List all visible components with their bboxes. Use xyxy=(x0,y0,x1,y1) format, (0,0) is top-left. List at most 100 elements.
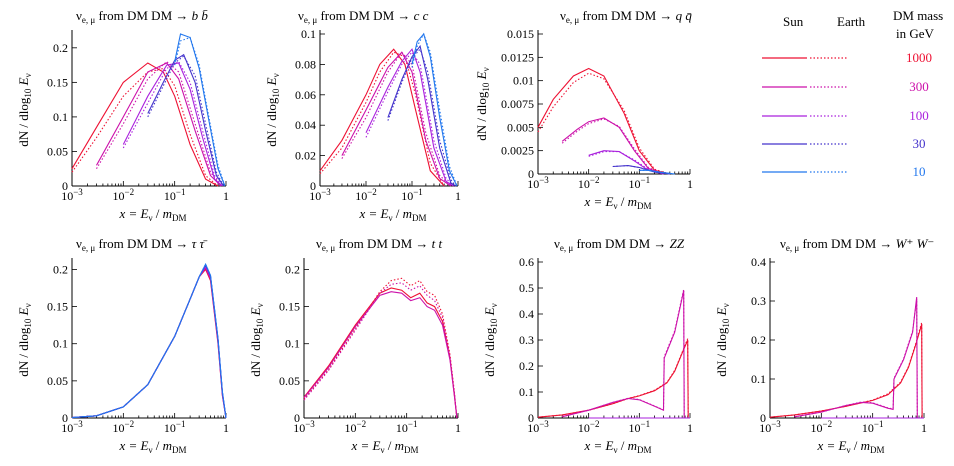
y-tick-label: 0.0075 xyxy=(501,97,534,111)
series-line-earth-300 xyxy=(341,51,452,187)
legend-mass-unit: in GeV xyxy=(896,26,935,41)
y-tick-label: 0.15 xyxy=(47,75,68,89)
x-tick-label: 1 xyxy=(223,189,229,203)
series-line-sun-100 xyxy=(122,62,223,187)
series-line-sun-1000 xyxy=(71,62,219,187)
series-line-earth-10 xyxy=(174,36,226,187)
x-tick-label: 10−1 xyxy=(629,419,651,435)
chart-panel-7: 10−3 10−2 10−1 1 0 0.1 0.2 0.3 0.4 νe, μ from DM … xyxy=(714,236,934,455)
legend-sun-label: Sun xyxy=(783,14,804,29)
x-tick-label: 10−2 xyxy=(355,187,377,203)
chart-title: νe, μ from DM DM → τ τ̄ xyxy=(76,236,208,253)
y-tick-label: 0.1 xyxy=(285,337,300,351)
y-tick-label: 0.1 xyxy=(53,110,68,124)
chart-title: νe, μ from DM DM → t t xyxy=(316,236,443,253)
series-line-sun-100 xyxy=(71,265,227,419)
y-tick-label: 0.02 xyxy=(295,149,316,163)
legend-mass-300: 300 xyxy=(909,79,929,94)
y-tick-label: 0.0025 xyxy=(501,144,534,158)
y-tick-label: 0.5 xyxy=(519,281,534,295)
series-line-sun-30 xyxy=(612,165,670,175)
x-tick-label: 1 xyxy=(687,421,693,435)
series-line-earth-300 xyxy=(71,266,227,419)
y-tick-label: 0 xyxy=(310,179,316,193)
series-line-earth-30 xyxy=(387,48,457,187)
chart-panel-6: 10−3 10−2 10−1 1 0 0.1 0.2 0.3 0.4 0.5 0.6 νe, μ fr… xyxy=(482,236,693,455)
series-line-sun-300 xyxy=(96,62,222,187)
y-tick-label: 0.6 xyxy=(519,255,534,269)
series-line-earth-100 xyxy=(122,60,223,187)
x-tick-label: 10−3 xyxy=(61,419,83,435)
y-tick-label: 0.0125 xyxy=(501,50,534,64)
y-tick-label: 0.15 xyxy=(47,300,68,314)
chart-panel-3: 10−3 10−2 10−1 1 0 0.0025 0.005 0.0075 0.01 0.012… xyxy=(474,8,693,211)
series-line-sun-1000 xyxy=(71,268,227,419)
chart-title: νe, μ from DM DM → q q̄ xyxy=(560,8,692,25)
x-axis-label: x = Eν / mDM xyxy=(816,438,884,455)
series-line-earth-30 xyxy=(147,55,225,187)
series-line-earth-10 xyxy=(639,169,675,175)
x-tick-label: 10−1 xyxy=(164,419,186,435)
y-tick-label: 0 xyxy=(62,411,68,425)
x-axis-label: x = Eν / mDM xyxy=(350,438,418,455)
series-line-sun-1000 xyxy=(537,67,670,175)
x-tick-label: 10−1 xyxy=(164,187,186,203)
x-axis-label: x = Eν / mDM xyxy=(118,206,186,223)
series-line-earth-300 xyxy=(562,289,686,419)
x-axis-label: x = Eν / mDM xyxy=(583,194,651,211)
y-tick-label: 0.2 xyxy=(285,262,300,276)
x-tick-label: 10−2 xyxy=(113,419,135,435)
series-line-earth-100 xyxy=(71,264,227,419)
y-axis-label: dN / dlog10 Eν xyxy=(248,303,265,376)
legend: Sun Earth DM mass in GeV 1000 300 100 30 10 xyxy=(762,8,943,179)
series-line-sun-300 xyxy=(303,291,458,419)
x-axis-label: x = Eν / mDM xyxy=(358,206,426,223)
x-tick-label: 10−1 xyxy=(401,187,423,203)
y-tick-label: 0.15 xyxy=(279,300,300,314)
series-line-earth-30 xyxy=(71,263,227,419)
y-tick-label: 0.05 xyxy=(279,374,300,388)
x-tick-label: 1 xyxy=(921,421,927,435)
y-tick-label: 0.2 xyxy=(751,333,766,347)
x-tick-label: 10−2 xyxy=(578,175,600,191)
x-tick-label: 10−1 xyxy=(862,419,884,435)
series-line-sun-300 xyxy=(341,51,452,187)
series-line-earth-300 xyxy=(96,60,222,187)
x-tick-label: 10−3 xyxy=(527,419,549,435)
y-tick-label: 0.2 xyxy=(519,359,534,373)
y-tick-label: 0 xyxy=(760,411,766,425)
series-line-earth-10 xyxy=(71,262,227,419)
series-line-earth-300 xyxy=(561,118,664,175)
y-tick-label: 0.05 xyxy=(47,374,68,388)
y-axis-label: dN / dlog10 Eν xyxy=(16,303,33,376)
series-line-sun-30 xyxy=(147,53,225,187)
y-tick-label: 0 xyxy=(62,179,68,193)
series-line-sun-10 xyxy=(411,32,458,187)
legend-mass-header: DM mass xyxy=(893,8,943,23)
x-tick-label: 10−1 xyxy=(629,175,651,191)
y-tick-label: 0.04 xyxy=(295,118,316,132)
series-line-earth-10 xyxy=(411,32,458,187)
y-tick-label: 0.4 xyxy=(519,307,534,321)
series-line-earth-1000 xyxy=(71,266,227,419)
y-tick-label: 0.08 xyxy=(295,57,316,71)
y-tick-label: 0.3 xyxy=(751,294,766,308)
y-tick-label: 0.05 xyxy=(47,144,68,158)
x-tick-label: 10−2 xyxy=(578,419,600,435)
x-tick-label: 10−2 xyxy=(113,187,135,203)
x-tick-label: 10−2 xyxy=(345,419,367,435)
legend-mass-100: 100 xyxy=(909,108,929,123)
series-line-sun-1000 xyxy=(319,48,445,187)
chart-title: νe, μ from DM DM → ZZ xyxy=(554,236,685,253)
series-line-sun-1000 xyxy=(303,287,458,419)
x-tick-label: 1 xyxy=(687,177,693,191)
x-tick-label: 10−3 xyxy=(527,175,549,191)
y-tick-label: 0 xyxy=(294,411,300,425)
series-line-sun-300 xyxy=(71,266,227,419)
series-line-sun-100 xyxy=(365,48,454,187)
series-line-sun-300 xyxy=(561,117,664,175)
series-line-earth-1000 xyxy=(537,72,670,175)
legend-mass-1000: 1000 xyxy=(906,50,932,65)
series-line-sun-1000 xyxy=(769,324,923,419)
series-line-sun-300 xyxy=(794,297,919,419)
